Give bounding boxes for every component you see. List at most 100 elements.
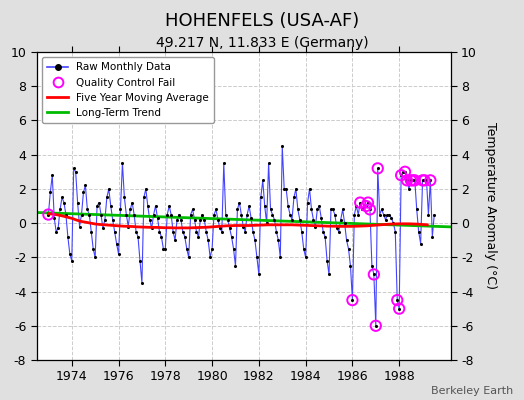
- Point: [403, 177, 411, 184]
- Point: [44, 211, 52, 218]
- Point: [407, 177, 415, 184]
- Point: [366, 206, 374, 213]
- Point: [182, 246, 191, 252]
- Point: [260, 203, 269, 209]
- Text: Berkeley Earth: Berkeley Earth: [431, 386, 514, 396]
- Point: [301, 254, 310, 260]
- Point: [336, 216, 345, 223]
- Point: [409, 177, 417, 184]
- Point: [126, 206, 135, 213]
- Point: [418, 177, 427, 184]
- Point: [278, 143, 287, 149]
- Point: [220, 160, 228, 166]
- Point: [81, 182, 90, 189]
- Point: [241, 228, 249, 235]
- Point: [71, 168, 80, 175]
- Point: [157, 234, 166, 240]
- Point: [208, 246, 216, 252]
- Point: [387, 215, 396, 221]
- Point: [303, 199, 312, 206]
- Point: [136, 258, 144, 264]
- Point: [376, 211, 384, 218]
- Point: [155, 228, 163, 235]
- Point: [149, 211, 158, 218]
- Point: [420, 177, 429, 184]
- Point: [230, 246, 238, 252]
- Point: [73, 199, 82, 206]
- Point: [315, 203, 323, 209]
- Point: [192, 228, 201, 235]
- Point: [189, 206, 197, 213]
- Point: [422, 177, 431, 184]
- Point: [124, 223, 133, 230]
- Point: [270, 216, 279, 223]
- Point: [222, 211, 230, 218]
- Point: [393, 297, 401, 303]
- Point: [284, 203, 292, 209]
- Point: [70, 165, 78, 172]
- Point: [411, 177, 419, 184]
- Point: [341, 220, 349, 226]
- Point: [405, 186, 413, 192]
- Point: [407, 177, 415, 184]
- Point: [426, 177, 434, 184]
- Text: 49.217 N, 11.833 E (Germany): 49.217 N, 11.833 E (Germany): [156, 36, 368, 50]
- Point: [317, 215, 325, 221]
- Point: [144, 203, 152, 209]
- Point: [83, 206, 92, 213]
- Point: [190, 216, 199, 223]
- Point: [362, 203, 370, 209]
- Point: [239, 223, 247, 230]
- Point: [75, 223, 84, 230]
- Legend: Raw Monthly Data, Quality Control Fail, Five Year Moving Average, Long-Term Tren: Raw Monthly Data, Quality Control Fail, …: [42, 57, 214, 123]
- Point: [272, 228, 280, 235]
- Point: [249, 228, 257, 235]
- Point: [140, 194, 148, 201]
- Point: [339, 206, 347, 213]
- Point: [66, 251, 74, 257]
- Point: [245, 203, 253, 209]
- Point: [358, 206, 366, 213]
- Point: [411, 177, 419, 184]
- Point: [48, 172, 57, 178]
- Point: [344, 246, 353, 252]
- Point: [184, 254, 193, 260]
- Point: [401, 168, 409, 175]
- Point: [346, 263, 355, 269]
- Point: [420, 177, 429, 184]
- Point: [46, 189, 54, 196]
- Point: [395, 306, 403, 312]
- Point: [335, 228, 343, 235]
- Point: [196, 216, 204, 223]
- Point: [342, 237, 351, 244]
- Point: [163, 211, 171, 218]
- Point: [105, 186, 113, 192]
- Point: [97, 211, 105, 218]
- Point: [268, 211, 277, 218]
- Point: [372, 322, 380, 329]
- Point: [395, 306, 403, 312]
- Point: [212, 206, 220, 213]
- Point: [91, 254, 100, 260]
- Point: [181, 234, 189, 240]
- Point: [305, 186, 314, 192]
- Point: [231, 263, 239, 269]
- Point: [99, 225, 107, 232]
- Point: [95, 199, 103, 206]
- Point: [348, 297, 357, 303]
- Point: [62, 211, 70, 218]
- Point: [179, 228, 187, 235]
- Point: [307, 206, 315, 213]
- Point: [177, 216, 185, 223]
- Point: [171, 237, 179, 244]
- Point: [403, 177, 411, 184]
- Point: [414, 228, 423, 235]
- Point: [154, 215, 162, 221]
- Point: [247, 215, 255, 221]
- Point: [265, 160, 273, 166]
- Point: [175, 211, 183, 218]
- Point: [409, 177, 417, 184]
- Point: [257, 194, 265, 201]
- Point: [329, 206, 337, 213]
- Point: [364, 199, 372, 206]
